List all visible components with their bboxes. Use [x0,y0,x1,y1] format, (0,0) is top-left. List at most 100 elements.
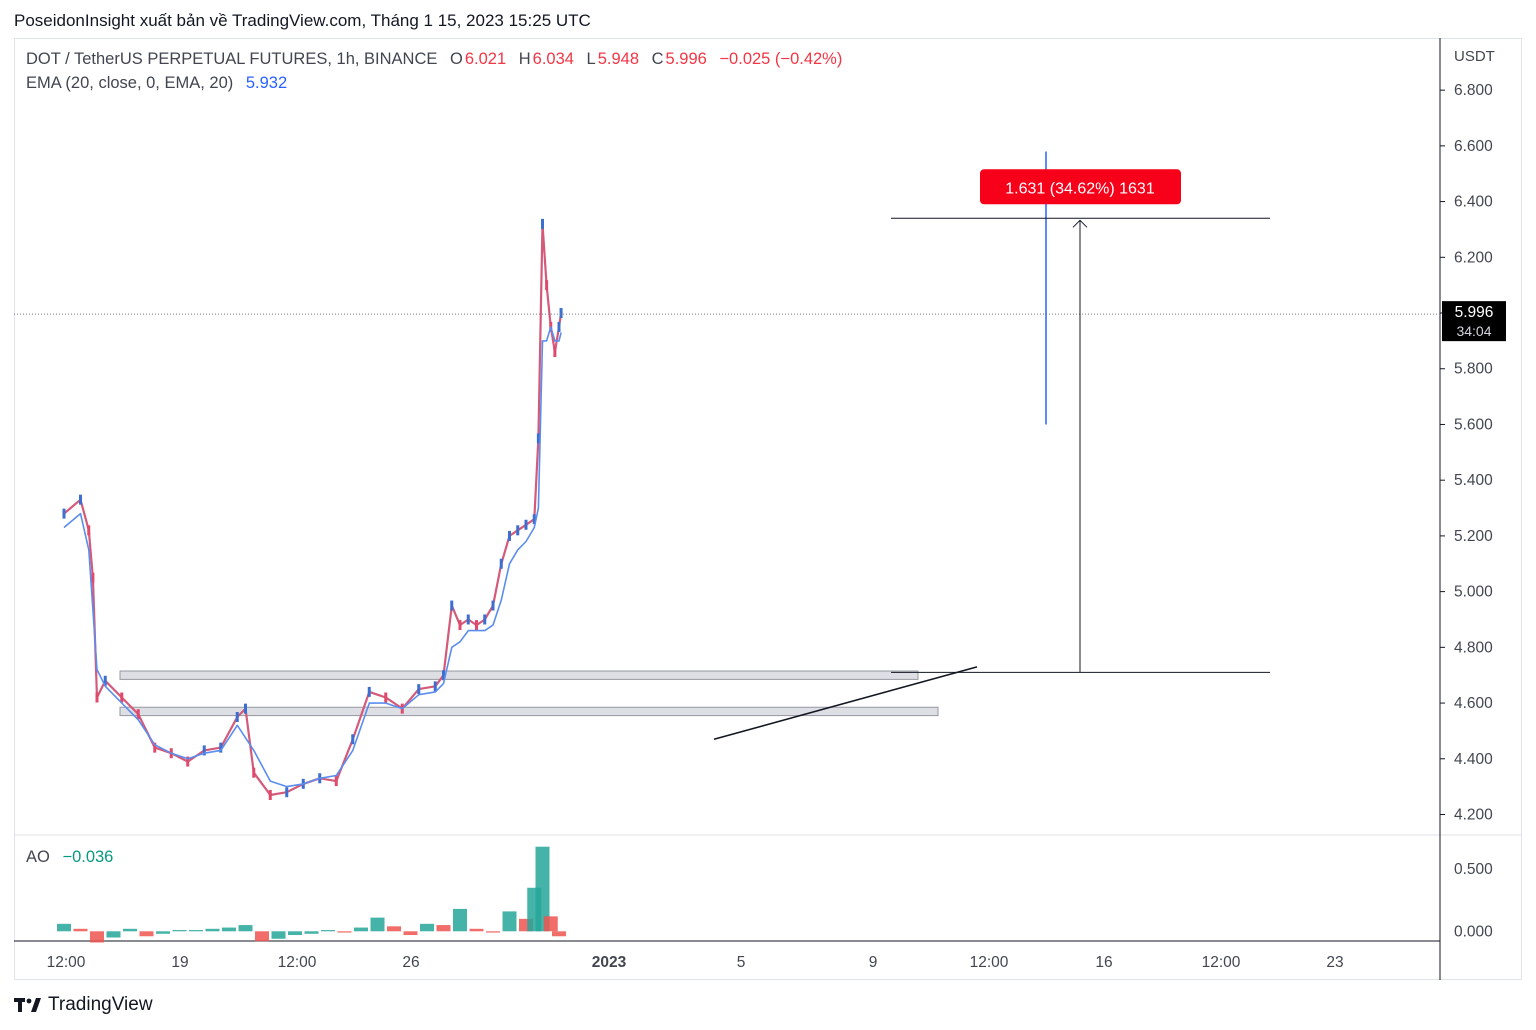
price-candle [186,756,190,767]
ao-bar [535,846,550,932]
price-tick-label: 5.800 [1454,361,1493,378]
price-candle [103,675,107,686]
symbol-legend[interactable]: DOT / TetherUS PERPETUAL FUTURES, 1h, BI… [26,50,844,69]
high-value: 6.034 [532,50,574,68]
high-label: H [518,50,531,68]
time-tick-label: 16 [1095,954,1112,971]
ema-legend[interactable]: EMA (20, close, 0, EMA, 20) 5.932 [26,74,289,93]
time-tick-label: 12:00 [278,954,317,971]
ema-label: EMA (20, close, 0, EMA, 20) [26,74,234,92]
price-candle [545,280,549,291]
ema-value: 5.932 [245,74,288,92]
price-tick-label: 5.000 [1454,584,1493,601]
close-value: 5.996 [665,50,707,68]
price-tick-label: 5.600 [1454,416,1493,433]
ao-value: −0.036 [62,848,114,866]
price-candle [202,745,206,756]
ao-bar [255,931,269,942]
time-tick-label: 12:00 [1202,954,1241,971]
low-label: L [586,50,596,68]
price-candle [334,776,338,787]
brand-name: TradingView [48,994,153,1015]
price-candle [120,692,124,703]
price-candle [508,530,511,541]
price-tick-label: 6.200 [1454,249,1493,266]
price-candle [466,614,470,625]
price-candle [384,692,388,703]
ao-bar [436,925,451,932]
ao-bar [156,931,170,934]
price-tick-label: 4.800 [1454,639,1493,656]
ao-bar [354,927,368,932]
time-tick-label: 23 [1326,954,1343,971]
support-zone [119,706,939,717]
close-label: C [651,50,664,68]
price-candle [516,525,520,536]
ao-bar [337,931,352,933]
price-candle [285,787,289,798]
countdown-label: 34:04 [1456,323,1491,339]
low-value: 5.948 [597,50,640,68]
price-candle [491,600,495,611]
ao-bar [387,926,401,932]
price-candle [442,670,445,681]
price-tick-label: 6.800 [1454,82,1493,99]
open-value: 6.021 [464,50,507,68]
ao-bar [139,931,154,937]
price-candle [87,525,91,536]
ao-label: AO [26,848,50,866]
price-candle [483,614,487,625]
price-candle [351,734,355,745]
ao-bar [57,923,71,932]
measure-label: 1.631 (34.62%) 1631 [1005,180,1155,197]
price-candle [153,742,157,753]
price-candle [219,742,223,753]
price-candle [95,692,99,703]
ao-bar [543,916,558,932]
time-tick-label: 19 [171,954,188,971]
price-candle [62,508,66,519]
price-candle [367,686,371,697]
price-candle [553,347,557,358]
ao-bar [238,925,253,932]
ao-bar [469,928,484,932]
price-candle [524,519,528,530]
ao-tick-label: 0.500 [1454,861,1493,878]
price-candle [417,684,421,695]
ao-legend[interactable]: AO −0.036 [26,848,115,867]
ao-bar [453,908,467,932]
price-tick-label: 4.400 [1454,751,1493,768]
price-candle [532,514,536,525]
ao-bar [73,928,88,932]
price-candle [541,218,544,229]
price-candle [450,600,454,611]
price-tick-label: 5.400 [1454,472,1493,489]
ao-bar [172,930,187,932]
open-label: O [449,50,463,68]
measure-arrow-head [1072,219,1088,228]
ao-bar [189,930,203,932]
price-candle [475,620,478,631]
ao-bar [370,917,385,932]
symbol-label: DOT / TetherUS PERPETUAL FUTURES, 1h, BI… [26,50,438,68]
price-candle [235,711,239,722]
price-candle [499,558,503,569]
ao-bar [106,931,121,938]
price-candle [79,494,82,505]
price-tick-label: 6.600 [1454,138,1493,155]
time-tick-label: 12:00 [970,954,1009,971]
chart-frame [14,38,1522,980]
measure-label-box [980,169,1181,205]
ao-bar [420,923,434,932]
ao-bar [123,928,137,932]
tradingview-branding[interactable]: TradingView [14,994,153,1016]
price-candle [536,433,540,444]
price-tick-label: 4.600 [1454,695,1493,712]
price-tick-label: 5.200 [1454,528,1493,545]
price-tick-label: 4.200 [1454,806,1493,823]
price-candle [557,321,561,332]
price-tick-label: 6.400 [1454,194,1493,211]
ao-bar [222,927,236,932]
last-price-label: 5.996 [1455,304,1494,321]
